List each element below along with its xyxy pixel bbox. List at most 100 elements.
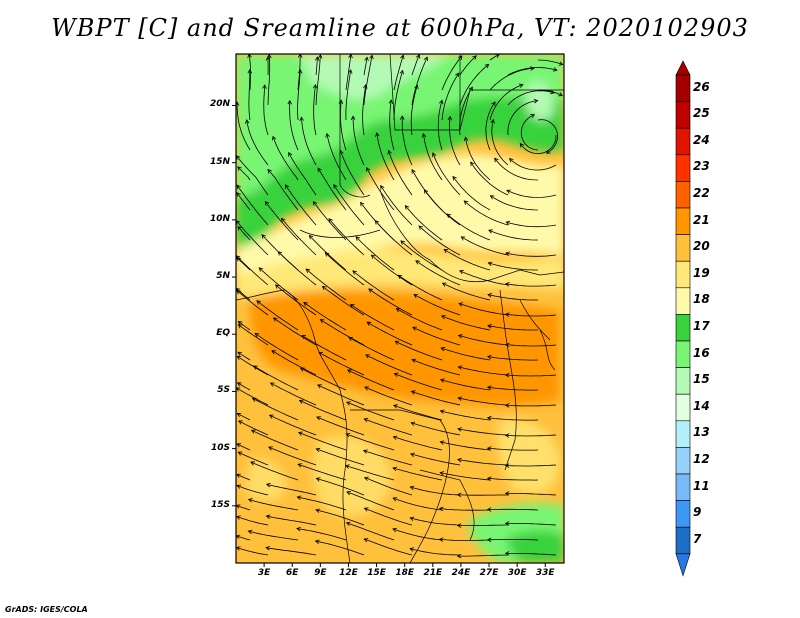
- streamline: [236, 155, 269, 196]
- streamline: [392, 497, 443, 511]
- streamline: [439, 538, 491, 541]
- streamline-arrow: [459, 269, 464, 275]
- streamline: [487, 325, 538, 331]
- streamline: [457, 554, 509, 557]
- streamline-arrow: [345, 521, 351, 527]
- streamline: [355, 236, 395, 271]
- colorbar-label: 14: [693, 398, 710, 413]
- lat-label: 20N: [209, 99, 230, 110]
- streamline-arrow: [447, 115, 453, 121]
- streamline-arrow: [314, 539, 320, 544]
- streamline-arrow: [558, 61, 564, 66]
- colorbar-label: 20: [693, 239, 710, 254]
- streamline-arrow: [504, 403, 510, 408]
- streamline: [441, 72, 460, 121]
- streamline-arrow: [505, 220, 511, 226]
- streamline: [254, 333, 299, 361]
- streamline-arrow: [238, 420, 243, 425]
- streamline-arrow: [269, 382, 275, 387]
- streamline-arrow: [346, 401, 351, 406]
- streamline: [352, 116, 365, 166]
- colorbar-swatch: [675, 447, 691, 475]
- streamline-arrow: [486, 507, 492, 512]
- streamline: [238, 420, 269, 436]
- streamline-arrow: [247, 529, 253, 535]
- streamline-arrow: [530, 114, 536, 119]
- streamline: [459, 270, 509, 286]
- streamline-arrow: [380, 184, 385, 190]
- streamline-arrow: [410, 421, 416, 426]
- streamline-arrow: [237, 321, 243, 326]
- streamline-arrow: [315, 508, 320, 513]
- streamline-arrow: [247, 498, 253, 503]
- streamline-arrow: [236, 289, 241, 295]
- streamline: [458, 303, 509, 316]
- streamline: [267, 54, 271, 106]
- streamline-arrow: [518, 83, 524, 88]
- streamline: [350, 304, 395, 331]
- streamline-arrow: [236, 184, 241, 190]
- streamline: [440, 410, 491, 421]
- streamline-arrow: [487, 261, 493, 266]
- streamline-arrow: [369, 54, 374, 60]
- streamline: [236, 485, 269, 496]
- streamline: [505, 252, 557, 257]
- streamline: [340, 150, 365, 196]
- colorbar-swatch: [675, 393, 691, 422]
- streamline: [400, 240, 443, 271]
- streamline: [346, 401, 395, 421]
- streamline: [374, 220, 413, 256]
- streamline: [506, 221, 557, 228]
- streamline-arrow: [487, 324, 492, 329]
- streamline: [489, 67, 535, 91]
- streamline-arrow: [363, 476, 369, 481]
- streamline: [364, 477, 413, 496]
- streamline-arrow: [317, 54, 323, 59]
- streamline-arrow: [491, 101, 496, 107]
- streamline: [266, 483, 317, 496]
- streamline: [317, 167, 347, 211]
- streamline-arrow: [489, 195, 495, 200]
- lon-label: 6E: [286, 568, 299, 578]
- streamline: [273, 317, 317, 346]
- streamline: [236, 255, 269, 286]
- colorbar-label: 25: [693, 106, 710, 121]
- streamline-arrow: [268, 414, 274, 419]
- streamline: [388, 150, 413, 196]
- colorbar-swatch: [675, 101, 691, 129]
- colorbar-swatch: [675, 260, 691, 289]
- streamline: [487, 356, 539, 361]
- streamline-arrow: [418, 225, 424, 230]
- streamline-arrow: [375, 132, 380, 137]
- streamline-arrow: [366, 167, 371, 172]
- streamline-arrow: [457, 365, 463, 370]
- streamline-arrow: [404, 204, 410, 210]
- streamline: [458, 397, 509, 406]
- streamline: [439, 508, 491, 511]
- lon-label: 18E: [395, 568, 415, 578]
- streamline: [485, 101, 496, 151]
- streamline-arrow: [364, 56, 369, 62]
- streamline-arrow: [456, 492, 462, 498]
- streamline-arrow: [363, 507, 369, 512]
- streamline-arrow: [486, 537, 492, 543]
- streamline: [288, 152, 317, 196]
- streamline: [457, 524, 508, 526]
- streamline-arrow: [271, 135, 277, 141]
- streamline-arrow: [457, 396, 463, 401]
- streamline-arrow: [413, 294, 419, 299]
- streamline: [277, 251, 317, 286]
- streamline: [463, 200, 509, 226]
- streamline: [487, 539, 539, 541]
- streamline: [490, 195, 539, 211]
- streamline: [487, 417, 539, 421]
- streamline: [297, 69, 301, 121]
- lat-label: 10N: [209, 213, 230, 224]
- streamline: [413, 294, 461, 316]
- map-title: WBPT [C] and Sreamline at 600hPa, VT: 20…: [51, 14, 749, 42]
- streamline: [263, 84, 269, 136]
- streamline: [315, 57, 318, 76]
- streamline-arrow: [298, 399, 304, 404]
- streamline-arrow: [314, 56, 320, 61]
- streamline: [488, 262, 538, 271]
